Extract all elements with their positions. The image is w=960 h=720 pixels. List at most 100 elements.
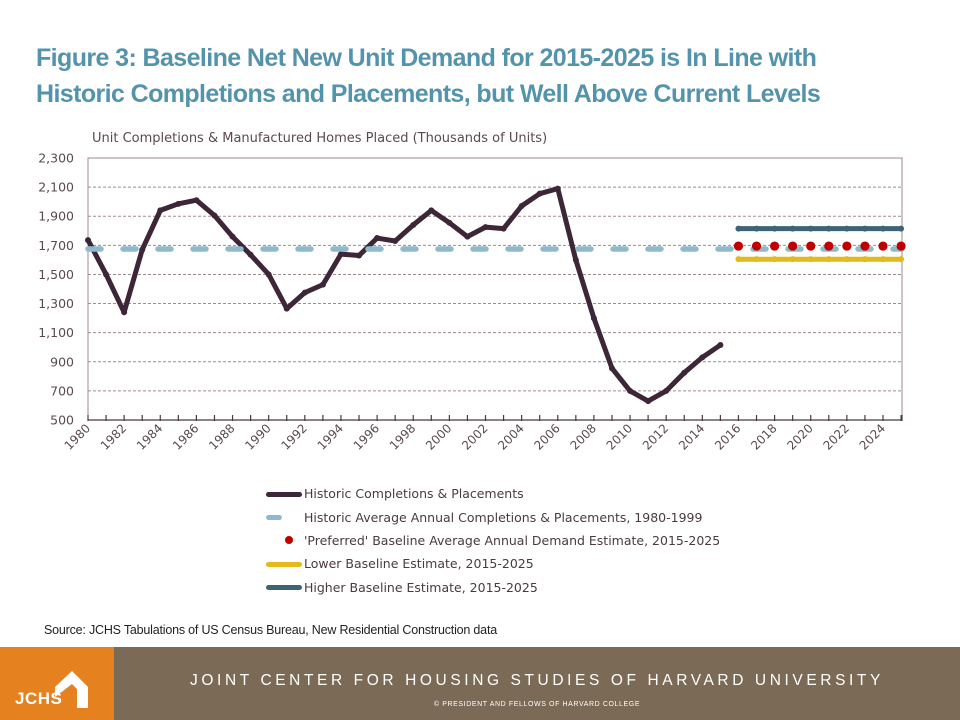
series-marker [139,246,146,253]
house-icon [55,671,88,708]
legend-swatch [262,534,304,546]
series-marker [753,225,760,232]
y-tick-label: 1,500 [38,267,74,282]
preferred-estimate-point [860,241,870,251]
x-tick-label: 1986 [170,421,201,452]
series-3 [735,256,905,263]
series-marker [301,289,308,296]
x-tick-label: 1996 [351,421,382,452]
series-marker [825,256,832,263]
footer-band: JOINT CENTER FOR HOUSING STUDIES OF HARV… [114,647,960,720]
x-tick-label: 1994 [315,421,346,452]
legend-label: Lower Baseline Estimate, 2015-2025 [304,556,534,572]
x-tick-label: 2000 [423,421,454,452]
x-tick-label: 2020 [784,421,815,452]
x-tick-label: 2008 [568,421,599,452]
series-marker [356,252,363,259]
gridlines [87,157,903,421]
figure-title-line-1: Figure 3: Baseline Net New Unit Demand f… [36,44,817,72]
preferred-estimate-point [896,241,906,251]
series-marker [699,354,706,361]
series-marker [789,225,796,232]
legend-label: Historic Completions & Placements [304,486,524,502]
chart-legend: Historic Completions & Placements Histori… [262,482,720,599]
series-marker [482,224,489,231]
y-tick-label: 1,100 [38,325,74,340]
series-marker [229,233,236,240]
x-tick-label: 2010 [604,421,635,452]
y-tick-label: 2,100 [38,180,74,195]
series-marker [554,185,561,192]
x-tick-label: 2024 [857,421,888,452]
series-marker [103,271,110,278]
legend-label: Higher Baseline Estimate, 2015-2025 [304,579,538,595]
preferred-estimate-point [788,241,798,251]
footer-title: JOINT CENTER FOR HOUSING STUDIES OF HARV… [190,672,884,689]
series-marker [627,387,634,394]
series-marker [771,256,778,263]
line-chart: 2,300 2,100 1,900 1,700 1,500 1,300 1,100 900 70… [38,151,906,453]
y-tick-label: 500 [50,413,74,428]
series-marker [880,225,886,232]
series-marker [663,387,670,394]
series-marker [374,235,381,242]
series-marker [193,197,200,204]
preferred-estimate-point [842,241,852,251]
x-tick-label: 1982 [98,421,129,452]
plot-area-border [87,157,903,421]
legend-item: Historic Completions & Placements [262,482,720,505]
legend-swatch [262,558,304,570]
legend-item: Historic Average Annual Completions & Pl… [262,505,720,528]
series-marker [880,256,886,263]
series-marker [735,225,742,232]
legend-marker [285,536,293,545]
legend-item: 'Preferred' Baseline Average Annual Dema… [262,529,720,552]
legend-item: Lower Baseline Estimate, 2015-2025 [262,552,720,575]
series-marker [283,305,290,312]
preferred-estimate-point [878,241,888,251]
series-marker [825,225,832,232]
x-tick-label: 1992 [278,421,309,452]
series-4 [735,225,905,232]
series-marker [121,309,128,316]
series-2 [733,241,906,251]
x-tick-label: 2022 [820,421,851,452]
preferred-estimate-point [824,241,834,251]
footer-copyright: © PRESIDENT AND FELLOWS OF HARVARD COLLE… [433,701,641,708]
x-tick-label: 1988 [206,421,237,452]
series-marker [898,256,905,263]
series-marker [807,256,814,263]
series-marker [645,398,652,405]
series-marker [572,256,579,263]
preferred-estimate-point [733,241,744,251]
x-tick-label: 1990 [242,421,273,452]
series-marker [428,207,435,214]
series-marker [681,369,688,376]
series-marker [807,225,814,232]
legend-swatch [262,511,304,523]
series-marker [85,237,91,244]
y-axis-label: Unit Completions & Manufactured Homes Pl… [92,131,548,146]
x-tick-label: 2012 [640,421,671,452]
series-marker [771,225,778,232]
legend-swatch [262,581,304,593]
y-tick-label: 1,300 [38,296,74,311]
logo-text: JCHS [15,689,63,708]
series-marker [717,342,724,349]
series-0 [85,185,724,405]
x-tick-label: 2018 [748,421,779,452]
series-marker [608,365,615,372]
x-tick-label: 2004 [495,421,526,452]
series-marker [157,207,164,214]
legend-swatch [262,488,304,500]
series-marker [410,221,417,228]
series-marker [843,225,850,232]
y-tick-label: 1,900 [38,209,74,224]
series-marker [265,271,272,278]
y-tick-label: 700 [50,383,74,398]
y-axis-ticks: 2,300 2,100 1,900 1,700 1,500 1,300 1,100 900 70… [38,151,74,428]
x-tick-label: 2014 [676,421,707,452]
legend-marker [266,515,282,521]
x-tick-label: 1998 [387,421,418,452]
series-marker [861,225,868,232]
